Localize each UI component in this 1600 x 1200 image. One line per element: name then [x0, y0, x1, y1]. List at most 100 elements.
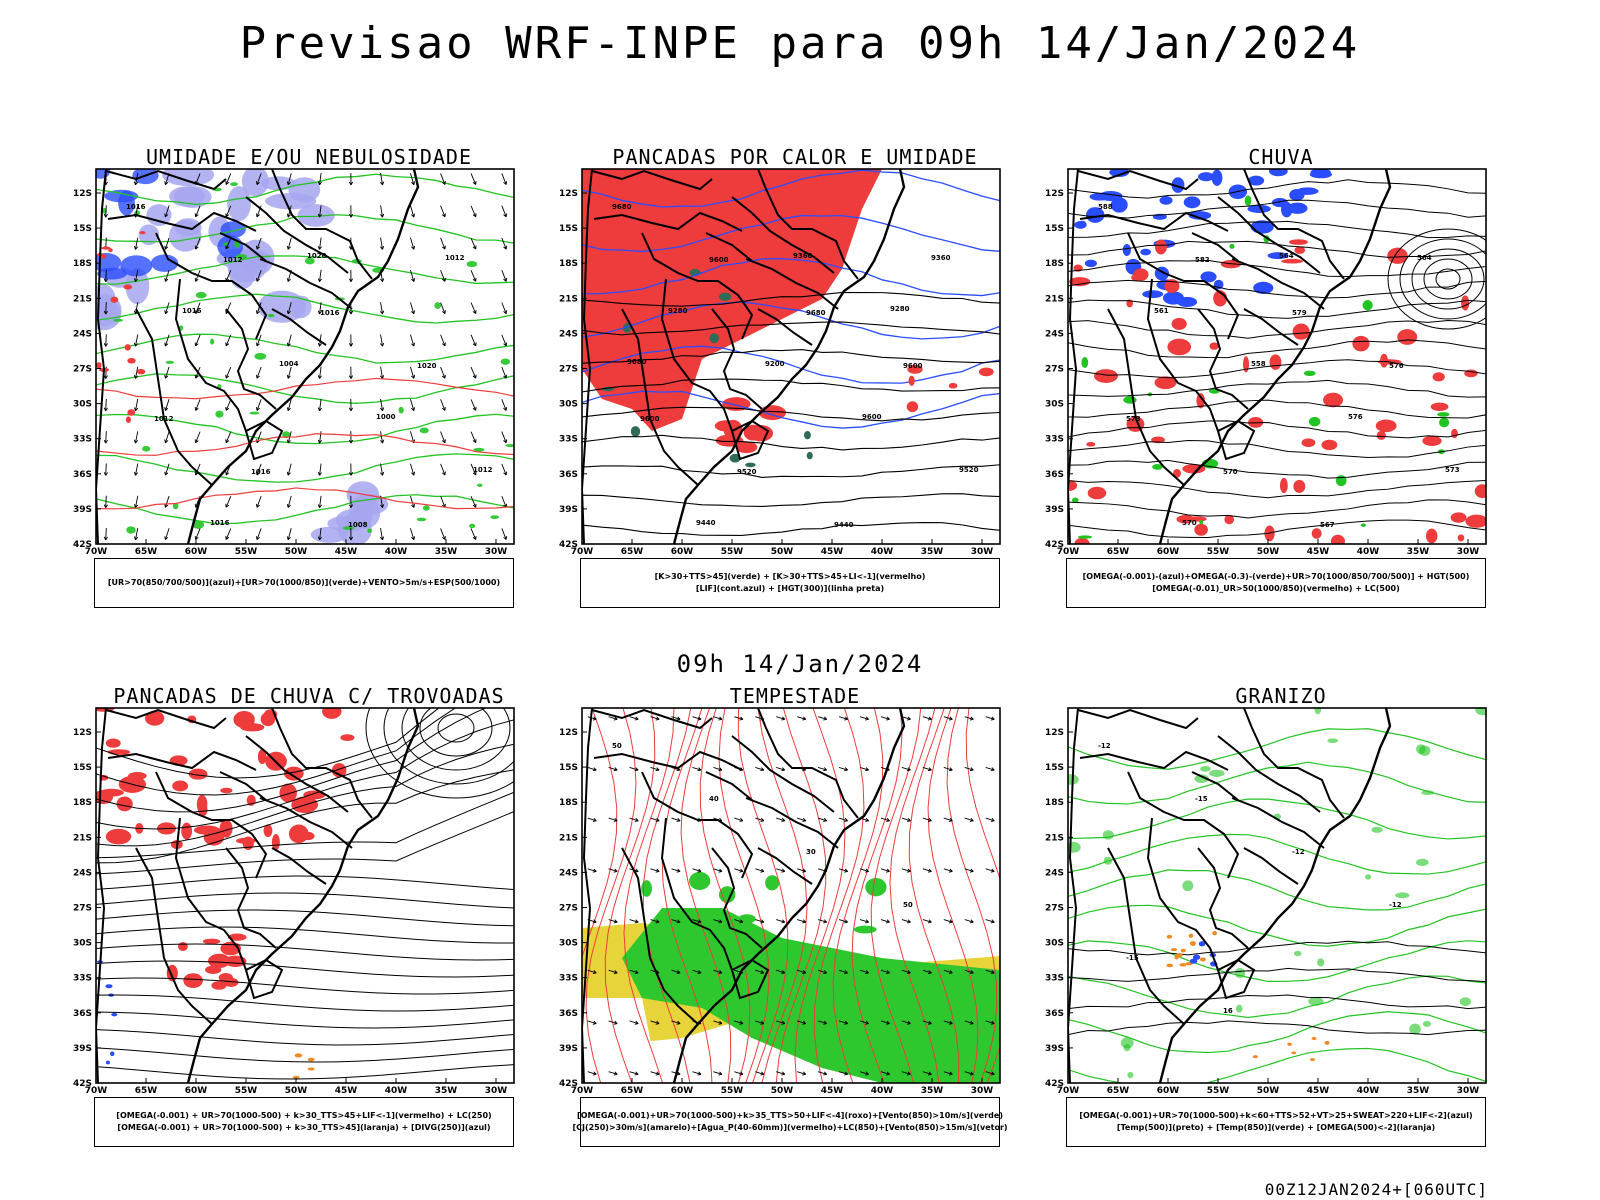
- legend-box: [K>30+TTS>45](verde) + [K>30+TTS>45+LI<-…: [580, 558, 1000, 608]
- lat-tick-label: 33S: [73, 974, 92, 984]
- panel-title: TEMPESTADE: [729, 684, 861, 708]
- lon-tick-label: 35W: [1407, 547, 1430, 557]
- lon-tick-label: 45W: [335, 1086, 358, 1096]
- lon-tick-label: 40W: [871, 1086, 894, 1096]
- contour-label: 1012: [154, 415, 174, 423]
- lat-tick-label: 30S: [1045, 400, 1064, 410]
- lat-tick-label: 15S: [73, 224, 92, 234]
- lat-tick-label: 15S: [559, 763, 578, 773]
- contour-label: -15: [1126, 954, 1139, 962]
- lat-tick-label: 42S: [73, 540, 92, 550]
- contour-label: 9360: [793, 252, 813, 260]
- main-title: Previsao WRF-INPE para 09h 14/Jan/2024: [239, 18, 1361, 69]
- lat-tick-label: 27S: [559, 904, 578, 914]
- panel-title: PANCADAS POR CALOR E UMIDADE: [612, 145, 978, 169]
- legend-line: [Temp(500)](preto) + [Temp(850)](verde) …: [1116, 1123, 1436, 1132]
- lat-tick-label: 12S: [1045, 189, 1064, 199]
- contour-label: 573: [1126, 415, 1141, 423]
- lat-tick-label: 15S: [1045, 224, 1064, 234]
- contour-label: 9520: [737, 468, 757, 476]
- lat-tick-label: 15S: [559, 224, 578, 234]
- lon-tick-label: 55W: [1207, 547, 1230, 557]
- lon-tick-label: 45W: [1307, 1086, 1330, 1096]
- lon-tick-label: 30W: [1457, 547, 1480, 557]
- lon-tick-label: 50W: [771, 547, 794, 557]
- lon-tick-label: 50W: [285, 1086, 308, 1096]
- lon-tick-label: 35W: [435, 1086, 458, 1096]
- contour-label: 570: [1182, 519, 1197, 527]
- lat-tick-label: 21S: [1045, 294, 1064, 304]
- lat-tick-label: 36S: [73, 470, 92, 480]
- map-field: -12 -15 -12 -12 -15 16: [1068, 708, 1486, 1083]
- contour-label: -12: [1389, 901, 1402, 909]
- lon-tick-label: 45W: [821, 1086, 844, 1096]
- contour-label: 1016: [251, 468, 271, 476]
- lon-tick-label: 55W: [721, 1086, 744, 1096]
- contour-label: 9680: [612, 203, 632, 211]
- lat-tick-label: 36S: [1045, 470, 1064, 480]
- contour-label: 558: [1251, 360, 1266, 368]
- contour-label: 16: [1223, 1007, 1233, 1015]
- contour-label: 9680: [627, 358, 647, 366]
- lon-tick-label: 40W: [385, 1086, 408, 1096]
- contour-label: 1012: [223, 256, 243, 264]
- lat-tick-label: 33S: [73, 435, 92, 445]
- lat-tick-label: 42S: [559, 540, 578, 550]
- lat-tick-label: 39S: [73, 505, 92, 515]
- contour-label: 1004: [279, 360, 299, 368]
- lon-tick-label: 60W: [671, 547, 694, 557]
- contour-label: 1000: [376, 413, 396, 421]
- lat-tick-label: 30S: [1045, 939, 1064, 949]
- contour-label: 561: [1154, 307, 1169, 315]
- contour-label: 9600: [862, 413, 882, 421]
- lat-tick-label: 18S: [73, 259, 92, 269]
- map-field: [96, 708, 514, 1083]
- lat-tick-label: 27S: [559, 365, 578, 375]
- lon-tick-label: 60W: [1157, 1086, 1180, 1096]
- lon-tick-label: 30W: [971, 1086, 994, 1096]
- lat-tick-label: 33S: [559, 435, 578, 445]
- lon-tick-label: 40W: [1357, 547, 1380, 557]
- lat-tick-label: 21S: [559, 833, 578, 843]
- lat-tick-label: 30S: [73, 939, 92, 949]
- contour-label: 9520: [959, 466, 979, 474]
- legend-line: [OMEGA(-0.001) + UR>70(1000-500) + k>30_…: [117, 1123, 491, 1132]
- contour-label: 1016: [320, 309, 340, 317]
- contour-label: 1012: [473, 466, 493, 474]
- lat-tick-label: 24S: [559, 868, 578, 878]
- lat-tick-label: 12S: [73, 189, 92, 199]
- lon-tick-label: 40W: [385, 547, 408, 557]
- lon-tick-label: 60W: [671, 1086, 694, 1096]
- lat-tick-label: 27S: [1045, 365, 1064, 375]
- contour-label: 9440: [834, 521, 854, 529]
- lon-tick-label: 35W: [921, 1086, 944, 1096]
- contour-label: 1020: [417, 362, 437, 370]
- lat-tick-label: 27S: [1045, 904, 1064, 914]
- legend-box: [OMEGA(-0.001)+UR>70(1000-500)+k<60+TTS>…: [1066, 1097, 1486, 1147]
- lon-tick-label: 60W: [1157, 547, 1180, 557]
- lat-tick-label: 21S: [1045, 833, 1064, 843]
- lon-tick-label: 70W: [1057, 547, 1080, 557]
- lat-tick-label: 15S: [1045, 763, 1064, 773]
- contour-label: 9440: [696, 519, 716, 527]
- contour-label: 9360: [931, 254, 951, 262]
- lon-tick-label: 30W: [485, 1086, 508, 1096]
- legend-box: [OMEGA(-0.001)-(azul)+OMEGA(-0.3)-(verde…: [1066, 558, 1486, 608]
- lat-tick-label: 18S: [1045, 798, 1064, 808]
- contour-label: 9600: [709, 256, 729, 264]
- contour-label: 564: [1417, 254, 1432, 262]
- map-field: 50 40 30 50: [582, 708, 1000, 1083]
- legend-line: [LIF](cont.azul) + [HGT(300)](linha pret…: [695, 584, 885, 593]
- lon-tick-label: 55W: [235, 1086, 258, 1096]
- lat-tick-label: 39S: [1045, 505, 1064, 515]
- lat-tick-label: 12S: [73, 728, 92, 738]
- lon-tick-label: 65W: [621, 1086, 644, 1096]
- legend-line: [K>30+TTS>45](verde) + [K>30+TTS>45+LI<-…: [654, 572, 926, 581]
- lon-tick-label: 60W: [185, 1086, 208, 1096]
- lon-tick-label: 30W: [485, 547, 508, 557]
- lat-tick-label: 12S: [1045, 728, 1064, 738]
- legend-line: [OMEGA(-0.001)+UR>70(1000-500)+k>35_TTS>…: [577, 1111, 1003, 1120]
- lat-tick-label: 42S: [559, 1079, 578, 1089]
- lon-tick-label: 65W: [135, 547, 158, 557]
- lat-tick-label: 36S: [559, 470, 578, 480]
